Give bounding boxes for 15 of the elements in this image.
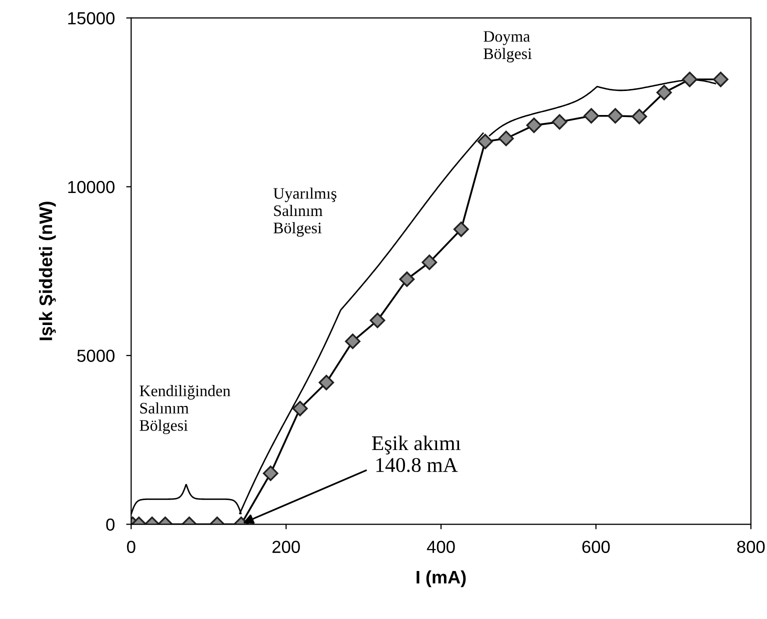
- y-tick-label: 5000: [77, 350, 115, 362]
- x-axis-title: I (mA): [416, 570, 466, 588]
- x-tick-label: 800: [737, 540, 765, 554]
- y-axis-title: Işık Şiddeti (nW): [38, 202, 56, 340]
- x-tick-label: 200: [272, 540, 300, 554]
- y-tick-label: 0: [106, 518, 115, 531]
- annotation: Kendiliğinden Salınım Bölgesi: [140, 385, 230, 434]
- y-tick-label: 10000: [68, 180, 115, 194]
- x-tick-label: 600: [582, 540, 610, 554]
- annotation: Eşik akımı 140.8 mA: [372, 436, 461, 472]
- x-tick-label: 0: [127, 540, 136, 554]
- y-tick-label: 15000: [68, 12, 115, 24]
- x-tick-label: 400: [426, 540, 455, 554]
- annotation: Uyarılmış Salınım Bölgesi: [273, 188, 336, 237]
- annotation: Doyma Bölgesi: [484, 31, 532, 62]
